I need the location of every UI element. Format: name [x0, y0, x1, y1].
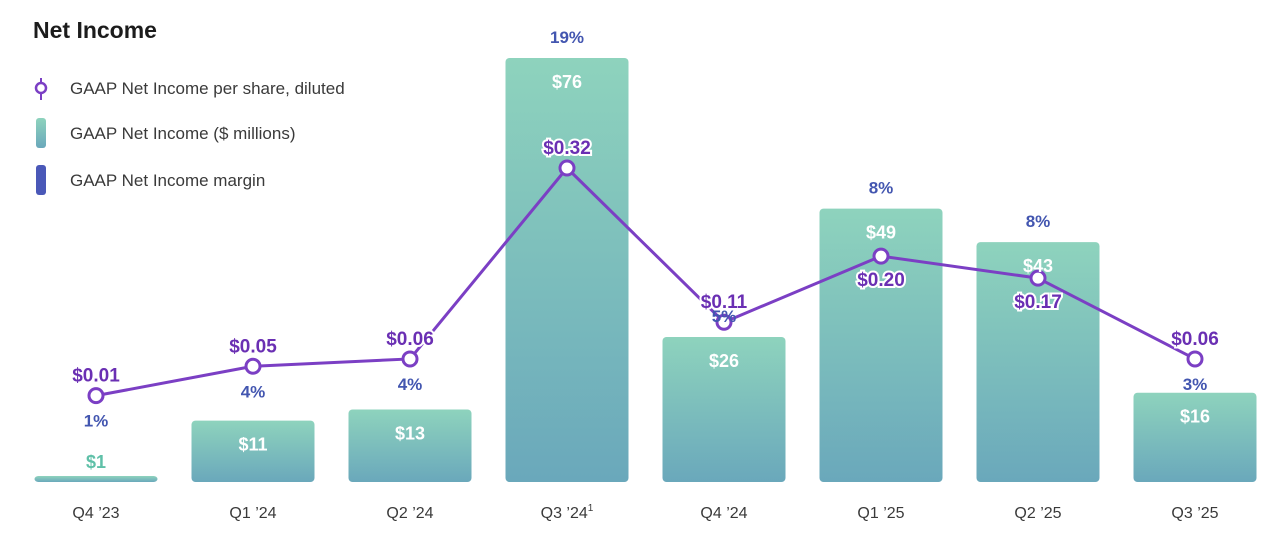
eps-point	[1186, 350, 1204, 368]
bar-value-label: $11	[238, 435, 267, 455]
margin-label: 1%	[84, 412, 109, 431]
eps-line	[95, 166, 1196, 398]
legend-eps-marker-icon	[34, 81, 48, 95]
bar-series	[34, 58, 1257, 482]
bar	[348, 409, 472, 482]
eps-value-label: $0.01	[72, 366, 120, 387]
bar-value-label: $1	[86, 452, 106, 472]
eps-value-label: $0.06	[386, 329, 434, 350]
legend-label-margin: GAAP Net Income margin	[70, 171, 265, 190]
eps-value-label: $0.06	[1171, 329, 1219, 350]
x-tick-label: Q2 ’24	[386, 505, 433, 522]
eps-point	[87, 387, 105, 405]
eps-point	[244, 357, 262, 375]
bar	[976, 242, 1100, 482]
bar-value-label: $16	[1180, 407, 1210, 427]
bar	[1133, 392, 1257, 482]
eps-value-label: $0.32	[543, 138, 591, 159]
x-tick-label: Q4 ’24	[700, 505, 747, 522]
eps-value-label: $0.20	[857, 270, 905, 291]
bar	[505, 58, 629, 482]
eps-point	[1029, 269, 1047, 287]
x-tick-label: Q3 ’241	[541, 503, 594, 522]
x-tick-label: Q1 ’25	[857, 505, 904, 522]
bar-value-label: $13	[395, 423, 425, 443]
legend: GAAP Net Income per share, diluted GAAP …	[34, 78, 345, 195]
legend-label-net-income: GAAP Net Income ($ millions)	[70, 124, 295, 143]
margin-label: 4%	[398, 375, 423, 394]
legend-bar-swatch-icon	[36, 118, 46, 148]
x-tick-label: Q3 ’25	[1171, 505, 1218, 522]
legend-item-net-income: GAAP Net Income ($ millions)	[36, 118, 295, 148]
bar	[819, 208, 943, 482]
legend-margin-swatch-icon	[36, 165, 46, 195]
margin-label: 3%	[1183, 375, 1208, 394]
margin-label: 8%	[1026, 212, 1051, 231]
margin-label: 19%	[550, 28, 584, 47]
x-tick-footnote: 1	[588, 503, 594, 514]
bar-value-label: $26	[709, 351, 739, 371]
data-labels: $1 $11 $13 $76 $26 $49 $43 $16 1% 4% 4% 19% 5% 8% 8% 3%…	[70, 28, 1221, 472]
margin-label: 4%	[241, 382, 266, 401]
bar	[191, 420, 315, 482]
x-axis: Q4 ’23 Q1 ’24 Q2 ’24 Q3 ’241 Q4 ’24 Q1 ’25 Q2 …	[72, 503, 1218, 522]
eps-value-label: $0.11	[701, 292, 748, 313]
x-tick-label: Q1 ’24	[229, 505, 276, 522]
eps-point	[872, 247, 890, 265]
bar-value-label: $49	[866, 223, 896, 243]
eps-point	[558, 159, 576, 177]
eps-point	[401, 350, 419, 368]
legend-label-eps: GAAP Net Income per share, diluted	[70, 79, 345, 98]
bar	[662, 336, 786, 482]
legend-item-eps: GAAP Net Income per share, diluted	[34, 78, 345, 100]
chart-title: Net Income	[33, 17, 157, 43]
margin-label: 5%	[712, 307, 737, 326]
bar-value-label: $76	[552, 72, 582, 92]
eps-value-label: $0.17	[1014, 292, 1062, 313]
legend-item-margin: GAAP Net Income margin	[36, 165, 265, 195]
bar-value-label: $43	[1023, 256, 1053, 276]
x-tick-label: Q2 ’25	[1014, 505, 1061, 522]
margin-label: 8%	[869, 179, 894, 198]
eps-line-series	[87, 159, 1204, 405]
x-tick-label: Q4 ’23	[72, 505, 119, 522]
bar	[34, 476, 158, 482]
eps-value-label: $0.05	[229, 336, 277, 357]
eps-point	[715, 313, 733, 331]
